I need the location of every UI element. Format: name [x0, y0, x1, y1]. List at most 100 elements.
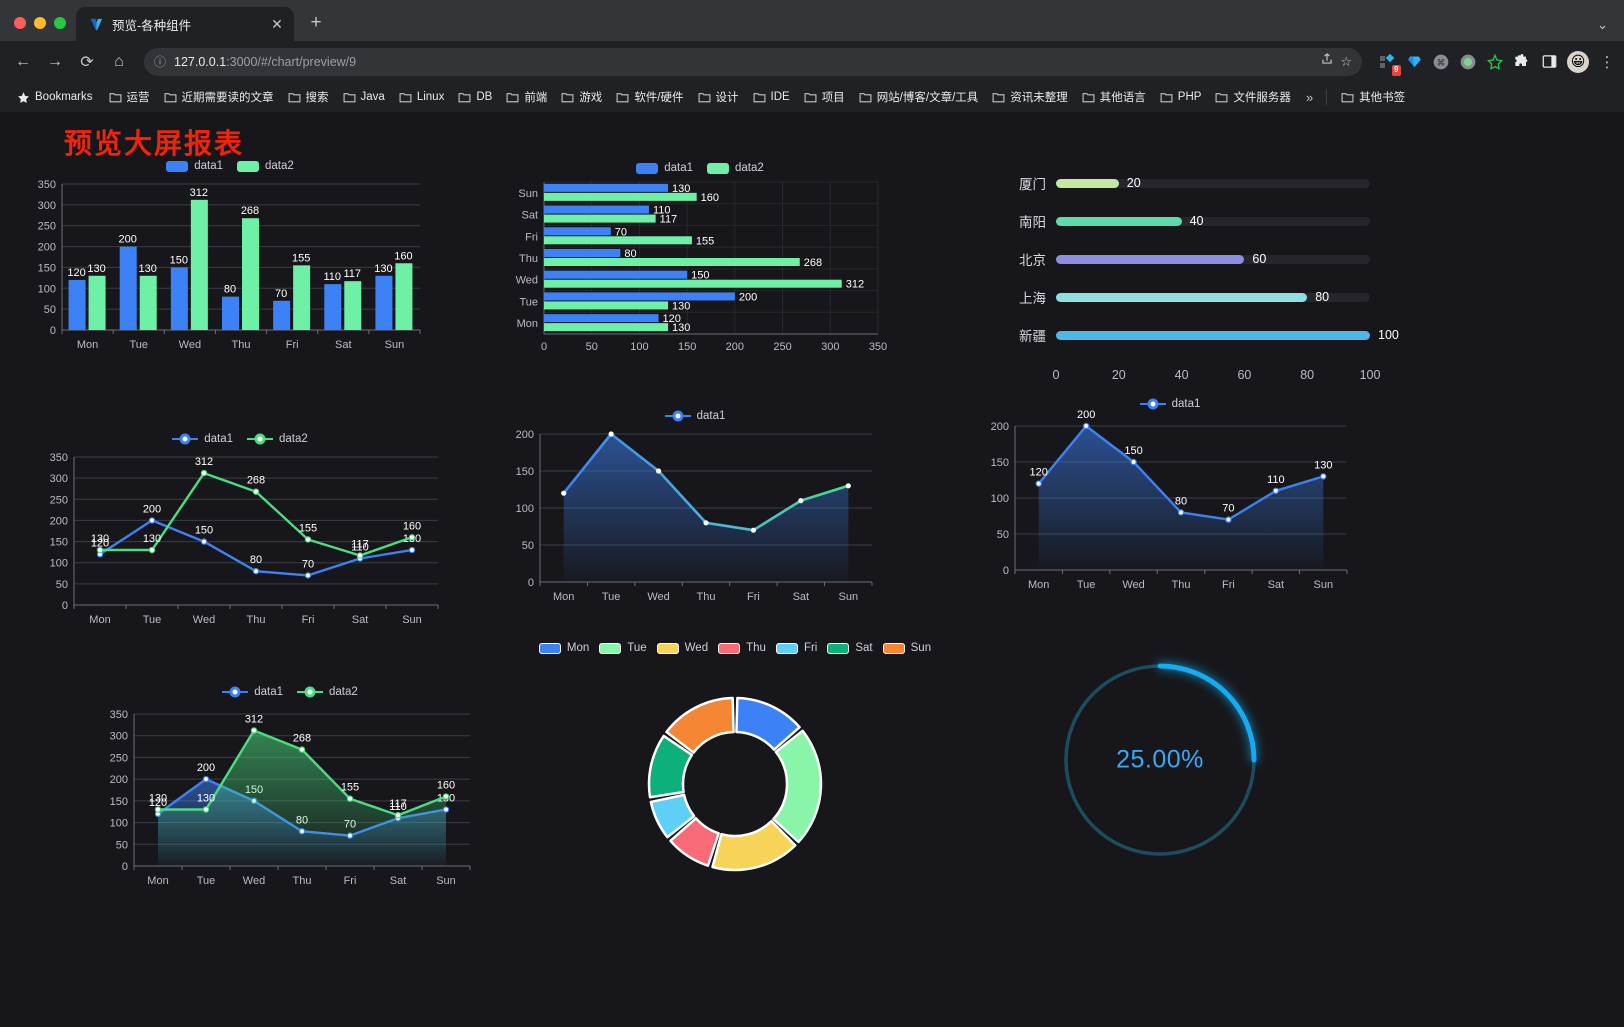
tab-strip: 预览-各种组件 ✕ + ⌄ [0, 0, 1624, 41]
legend-item-data1[interactable]: data1 [172, 433, 233, 445]
bookmark-folder[interactable]: 其他语言 [1075, 86, 1153, 108]
bookmark-folder[interactable]: 搜索 [281, 86, 336, 108]
extension-grid-icon[interactable]: 9 [1378, 53, 1401, 76]
bookmark-star-icon[interactable]: ☆ [1340, 53, 1352, 69]
legend-item-data1[interactable]: data1 [222, 686, 283, 698]
bookmark-folder[interactable]: Java [336, 88, 392, 107]
svg-text:200: 200 [38, 242, 56, 254]
svg-text:117: 117 [389, 798, 407, 810]
bookmark-folder-label: 游戏 [579, 92, 603, 104]
legend-item-data2[interactable]: data2 [237, 160, 294, 172]
window-traffic-lights [12, 17, 76, 41]
profile-avatar[interactable]: 😀 [1567, 50, 1589, 73]
gauge-plot [1064, 663, 1257, 856]
chart-area-two-series: data1 data2 0 50 100 150 200 250 300 350 Mon Tue W… [90, 680, 490, 920]
legend-item-fri[interactable]: Fri [775, 642, 817, 654]
browser-menu-icon[interactable]: ⋮ [1599, 53, 1615, 71]
bookmark-folder[interactable]: 近期需要读的文章 [157, 86, 281, 108]
bookmarks-root[interactable]: Bookmarks [10, 88, 100, 107]
browser-tab[interactable]: 预览-各种组件 ✕ [76, 7, 294, 41]
chart-bar-horizontal: data1 data2 0 50 100 150 200 250 300 350 Sun 130 1… [500, 154, 900, 384]
legend-item-data1[interactable]: data1 [1139, 398, 1200, 410]
new-tab-button[interactable]: + [310, 12, 322, 33]
legend-item-mon[interactable]: Mon [538, 642, 589, 654]
bookmark-folder-label: PHP [1177, 91, 1202, 103]
legend-swatch [636, 162, 659, 174]
share-icon[interactable] [1320, 52, 1334, 71]
svg-text:130: 130 [149, 793, 167, 805]
legend-item-sun[interactable]: Sun [882, 642, 932, 654]
legend-label: Sun [910, 642, 932, 654]
bookmarks-overflow-icon[interactable]: » [1305, 89, 1314, 105]
legend-item-data2[interactable]: data2 [707, 162, 764, 174]
command-icon[interactable]: ⌘ [1432, 53, 1450, 71]
green-star-icon[interactable] [1486, 53, 1504, 71]
close-icon[interactable]: ✕ [271, 16, 283, 32]
svg-text:110: 110 [653, 205, 671, 217]
legend-item-tue[interactable]: Tue [599, 642, 647, 654]
bookmark-folder[interactable]: 网站/博客/文章/工具 [852, 86, 986, 108]
bookmark-folder[interactable]: 设计 [691, 86, 746, 108]
svg-text:200: 200 [516, 429, 534, 441]
minimize-window-button[interactable] [34, 17, 46, 29]
legend-item-data1[interactable]: data1 [166, 160, 223, 172]
bookmark-folder[interactable]: 文件服务器 [1208, 86, 1298, 108]
close-window-button[interactable] [14, 17, 26, 29]
panel-icon[interactable] [1540, 53, 1558, 71]
svg-text:Wed: Wed [1122, 579, 1144, 591]
donut-plot [647, 696, 823, 872]
back-icon[interactable]: ← [15, 52, 31, 70]
bookmark-folder[interactable]: IDE [746, 88, 797, 107]
diamond-icon[interactable] [1405, 53, 1423, 71]
svg-text:100: 100 [991, 493, 1009, 505]
chevron-down-icon[interactable]: ⌄ [1597, 17, 1608, 32]
bookmark-folder[interactable]: 前端 [499, 86, 554, 108]
bookmark-folder[interactable]: 资讯未整理 [985, 86, 1075, 108]
circle-icon[interactable] [1459, 53, 1477, 71]
bookmark-folder-label: 资讯未整理 [1010, 92, 1068, 104]
svg-text:Thu: Thu [697, 591, 716, 603]
bookmarks-bar: Bookmarks 运营 近期需要读的文章 搜索 Java Linux DB 前端 游戏 软件/… [0, 82, 1624, 112]
bookmark-folder[interactable]: 项目 [797, 86, 852, 108]
legend-item-data2[interactable]: data2 [297, 686, 358, 698]
maximize-window-button[interactable] [54, 17, 66, 29]
legend-item-sat[interactable]: Sat [827, 642, 873, 654]
svg-text:200: 200 [1077, 410, 1095, 421]
forward-icon[interactable]: → [47, 52, 63, 70]
bookmark-folder[interactable]: Linux [392, 88, 452, 107]
svg-text:150: 150 [678, 341, 696, 353]
bookmark-folder-label: DB [476, 91, 493, 103]
legend-item-data1[interactable]: data1 [636, 162, 693, 174]
home-icon[interactable]: ⌂ [114, 52, 124, 70]
progress-label: 新疆 [1019, 329, 1046, 344]
reload-icon[interactable]: ⟳ [80, 53, 94, 71]
svg-text:130: 130 [672, 183, 690, 195]
legend-item-data1[interactable]: data1 [664, 410, 725, 422]
svg-text:0: 0 [541, 341, 547, 353]
bookmark-folder-label: 搜索 [305, 92, 329, 104]
legend-item-thu[interactable]: Thu [718, 642, 766, 654]
svg-text:Sat: Sat [521, 210, 538, 222]
bookmark-folder[interactable]: 游戏 [554, 86, 609, 108]
bookmark-folder[interactable]: DB [451, 88, 499, 107]
info-icon[interactable]: ⓘ [154, 55, 167, 69]
legend-item-data2[interactable]: data2 [247, 433, 308, 445]
svg-text:130: 130 [91, 533, 109, 545]
bookmark-folder[interactable]: PHP [1153, 88, 1209, 107]
legend-swatch [707, 162, 729, 174]
area-single-plot: 0 50 100 150 200 Mon Tue Wed Thu Fri Sat Sun 120 200 1… [991, 409, 1348, 591]
svg-text:Mon: Mon [89, 614, 110, 626]
svg-text:70: 70 [615, 226, 627, 238]
bookmark-folder[interactable]: 软件/硬件 [609, 86, 690, 108]
svg-text:160: 160 [403, 520, 421, 532]
svg-text:70: 70 [302, 558, 314, 570]
chart-progress-bars: 厦门 20 南阳 40 北京 60 上海 80 新疆 100 0 20 40 60 80 100 [1000, 164, 1399, 414]
address-bar[interactable]: ⓘ 127.0.0.1:3000/#/chart/preview/9 ☆ [144, 47, 1362, 76]
other-bookmarks-folder[interactable]: 其他书签 [1334, 86, 1412, 108]
legend-item-wed[interactable]: Wed [656, 642, 708, 654]
bookmark-folder[interactable]: 运营 [102, 86, 157, 108]
folder-icon [1215, 91, 1228, 104]
puzzle-icon[interactable] [1513, 53, 1531, 71]
